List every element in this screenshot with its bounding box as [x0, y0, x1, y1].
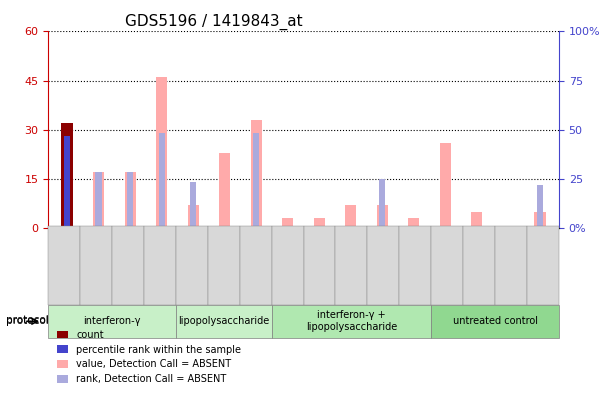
Bar	[61, 123, 73, 228]
Text: interferon-γ: interferon-γ	[83, 316, 141, 326]
Bar	[346, 205, 356, 228]
Bar	[534, 211, 546, 228]
Bar	[408, 218, 419, 228]
Bar	[251, 120, 261, 228]
Bar	[377, 205, 388, 228]
Bar	[127, 172, 133, 228]
Text: untreated control: untreated control	[453, 316, 537, 326]
Text: protocol: protocol	[6, 315, 49, 325]
Text: protocol: protocol	[6, 316, 49, 326]
Bar	[190, 182, 196, 228]
Bar	[253, 133, 259, 228]
Bar	[282, 218, 293, 228]
Text: GDS5196 / 1419843_at: GDS5196 / 1419843_at	[125, 14, 302, 30]
Bar	[314, 218, 325, 228]
Bar	[93, 172, 104, 228]
Bar	[96, 172, 102, 228]
Legend: count, percentile rank within the sample, value, Detection Call = ABSENT, rank, : count, percentile rank within the sample…	[53, 326, 245, 388]
Bar	[471, 211, 483, 228]
Bar	[440, 143, 451, 228]
Bar	[64, 136, 70, 228]
Bar	[379, 179, 385, 228]
Bar	[156, 77, 167, 228]
Text: lipopolysaccharide: lipopolysaccharide	[178, 316, 269, 326]
Bar	[219, 152, 230, 228]
Bar	[159, 133, 165, 228]
Bar	[537, 185, 543, 228]
Bar	[188, 205, 199, 228]
Text: interferon-γ +
lipopolysaccharide: interferon-γ + lipopolysaccharide	[306, 310, 397, 332]
Bar	[124, 172, 136, 228]
